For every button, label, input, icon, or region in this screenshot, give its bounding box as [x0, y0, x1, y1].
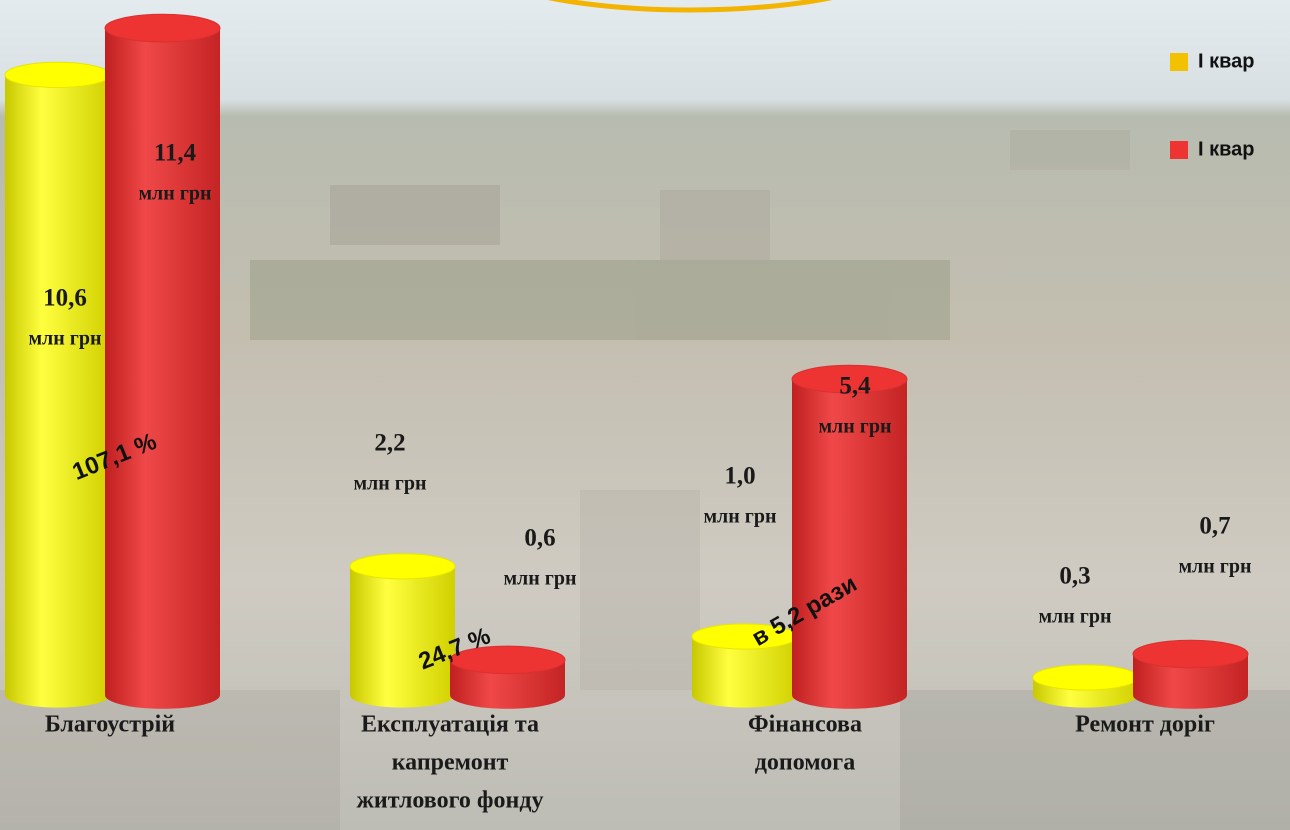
cylinder-bar [791, 379, 907, 709]
value-label: 0,7 [1199, 513, 1230, 540]
cylinder-top [1132, 639, 1249, 669]
legend-swatch [1170, 141, 1188, 159]
value-unit: млн грн [353, 473, 426, 495]
cylinder-top [791, 364, 908, 394]
value-unit: млн грн [703, 506, 776, 528]
legend-label: І квар [1198, 138, 1255, 160]
value-unit: млн грн [1178, 556, 1251, 578]
value-label: 0,3 [1059, 563, 1090, 590]
cylinder-top [4, 61, 111, 89]
category-label: допомога [755, 750, 855, 776]
city-backdrop [0, 130, 1290, 830]
cylinder-top [1032, 664, 1139, 691]
cylinder-bar [692, 636, 797, 708]
value-label: 11,4 [154, 140, 197, 167]
value-unit: млн грн [503, 568, 576, 590]
value-unit: млн грн [28, 328, 101, 350]
value-unit: млн грн [138, 183, 211, 205]
cylinder-bar [5, 74, 110, 708]
value-label: 2,2 [374, 430, 405, 457]
value-unit: млн грн [818, 416, 891, 438]
cylinder-bar [105, 28, 220, 709]
cylinder-top [349, 553, 456, 580]
category-label: Експлуатація та [361, 712, 539, 738]
cylinder-bar [1133, 654, 1248, 709]
cylinder-top [449, 645, 566, 675]
category-label: Фінансова [748, 712, 862, 738]
decor-arc [547, 0, 833, 13]
category-label: Ремонт доріг [1075, 712, 1215, 738]
value-label: 5,4 [839, 373, 871, 400]
legend-swatch [1170, 53, 1188, 71]
value-label: 0,6 [524, 525, 555, 552]
category-label: капремонт [392, 750, 509, 776]
category-label: Благоустрій [45, 712, 175, 738]
legend-label: І квар [1198, 50, 1255, 72]
cylinder-bar [350, 566, 456, 708]
value-unit: млн грн [1038, 606, 1111, 628]
value-label: 1,0 [724, 463, 755, 490]
category-label: житлового фонду [357, 788, 544, 814]
value-label: 10,6 [43, 285, 87, 312]
cylinder-top [104, 13, 221, 43]
